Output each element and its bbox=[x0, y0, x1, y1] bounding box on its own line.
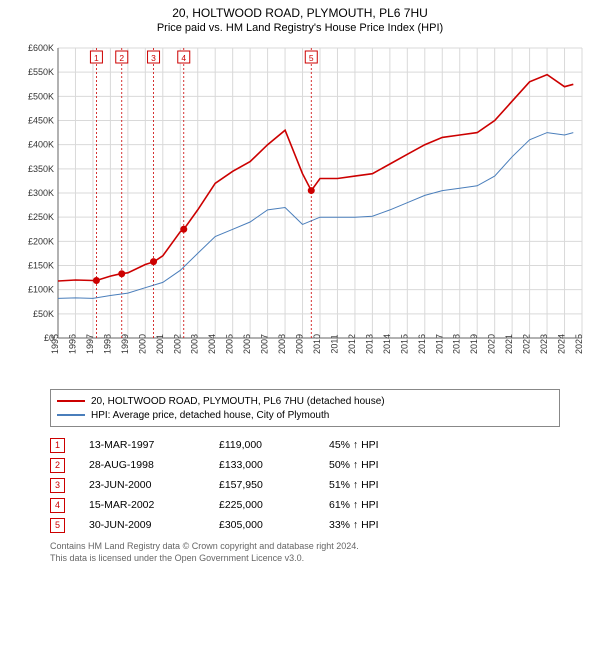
svg-text:2015: 2015 bbox=[399, 334, 409, 354]
legend: 20, HOLTWOOD ROAD, PLYMOUTH, PL6 7HU (de… bbox=[50, 389, 560, 427]
svg-text:2011: 2011 bbox=[329, 334, 339, 353]
svg-text:1996: 1996 bbox=[67, 334, 77, 354]
svg-text:2019: 2019 bbox=[469, 334, 479, 354]
svg-text:4: 4 bbox=[181, 53, 186, 63]
svg-text:2003: 2003 bbox=[190, 334, 200, 354]
svg-text:1998: 1998 bbox=[102, 334, 112, 354]
svg-text:2013: 2013 bbox=[364, 334, 374, 354]
svg-text:1: 1 bbox=[94, 53, 99, 63]
svg-text:£50K: £50K bbox=[33, 309, 54, 319]
svg-text:2014: 2014 bbox=[382, 334, 392, 354]
sale-price: £157,950 bbox=[219, 479, 329, 491]
sale-pct-vs-hpi: 50% ↑ HPI bbox=[329, 459, 449, 471]
svg-text:2007: 2007 bbox=[260, 334, 270, 354]
sale-price: £305,000 bbox=[219, 519, 329, 531]
sale-pct-vs-hpi: 33% ↑ HPI bbox=[329, 519, 449, 531]
page-title: 20, HOLTWOOD ROAD, PLYMOUTH, PL6 7HU bbox=[0, 0, 600, 20]
sale-pct-vs-hpi: 51% ↑ HPI bbox=[329, 479, 449, 491]
table-row: 2 28-AUG-1998£133,00050% ↑ HPI bbox=[50, 455, 560, 475]
footer-attribution: Contains HM Land Registry data © Crown c… bbox=[50, 541, 560, 564]
svg-text:2024: 2024 bbox=[557, 334, 567, 354]
sale-date: 28-AUG-1998 bbox=[89, 459, 219, 471]
svg-text:£350K: £350K bbox=[28, 164, 54, 174]
svg-text:2010: 2010 bbox=[312, 334, 322, 354]
svg-text:2022: 2022 bbox=[522, 334, 532, 354]
legend-label: HPI: Average price, detached house, City… bbox=[91, 410, 329, 421]
svg-text:2006: 2006 bbox=[242, 334, 252, 354]
table-row: 4 15-MAR-2002£225,00061% ↑ HPI bbox=[50, 495, 560, 515]
sale-date: 23-JUN-2000 bbox=[89, 479, 219, 491]
svg-text:1997: 1997 bbox=[85, 334, 95, 354]
svg-text:2004: 2004 bbox=[207, 334, 217, 354]
sale-date: 13-MAR-1997 bbox=[89, 439, 219, 451]
sale-date: 15-MAR-2002 bbox=[89, 499, 219, 511]
table-row: 5 30-JUN-2009£305,00033% ↑ HPI bbox=[50, 515, 560, 535]
svg-text:£450K: £450K bbox=[28, 116, 54, 126]
sale-date: 30-JUN-2009 bbox=[89, 519, 219, 531]
svg-text:2: 2 bbox=[119, 53, 124, 63]
svg-text:£600K: £600K bbox=[28, 43, 54, 53]
sale-index-box: 5 bbox=[50, 518, 65, 533]
svg-text:£100K: £100K bbox=[28, 285, 54, 295]
svg-text:2001: 2001 bbox=[155, 334, 165, 354]
sales-table: 1 13-MAR-1997£119,00045% ↑ HPI 2 28-AUG-199… bbox=[50, 435, 560, 535]
legend-swatch bbox=[57, 414, 85, 416]
svg-text:2009: 2009 bbox=[295, 334, 305, 354]
sale-index-box: 1 bbox=[50, 438, 65, 453]
svg-text:£400K: £400K bbox=[28, 140, 54, 150]
page-subtitle: Price paid vs. HM Land Registry's House … bbox=[0, 20, 600, 34]
svg-text:2017: 2017 bbox=[434, 334, 444, 354]
sale-price: £119,000 bbox=[219, 439, 329, 451]
legend-label: 20, HOLTWOOD ROAD, PLYMOUTH, PL6 7HU (de… bbox=[91, 396, 385, 407]
footer-line-2: This data is licensed under the Open Gov… bbox=[50, 553, 560, 565]
svg-text:2020: 2020 bbox=[487, 334, 497, 354]
svg-text:£300K: £300K bbox=[28, 188, 54, 198]
svg-text:3: 3 bbox=[151, 53, 156, 63]
svg-text:2023: 2023 bbox=[539, 334, 549, 354]
sale-pct-vs-hpi: 45% ↑ HPI bbox=[329, 439, 449, 451]
legend-item: HPI: Average price, detached house, City… bbox=[57, 408, 553, 422]
chart-svg: £0£50K£100K£150K£200K£250K£300K£350K£400… bbox=[10, 38, 590, 383]
table-row: 3 23-JUN-2000£157,95051% ↑ HPI bbox=[50, 475, 560, 495]
svg-text:£150K: £150K bbox=[28, 261, 54, 271]
svg-text:2000: 2000 bbox=[137, 334, 147, 354]
svg-text:2012: 2012 bbox=[347, 334, 357, 354]
svg-text:2016: 2016 bbox=[417, 334, 427, 354]
table-row: 1 13-MAR-1997£119,00045% ↑ HPI bbox=[50, 435, 560, 455]
svg-text:2025: 2025 bbox=[574, 334, 584, 354]
sale-price: £133,000 bbox=[219, 459, 329, 471]
svg-text:£500K: £500K bbox=[28, 91, 54, 101]
legend-swatch bbox=[57, 400, 85, 402]
sale-price: £225,000 bbox=[219, 499, 329, 511]
svg-text:5: 5 bbox=[309, 53, 314, 63]
footer-line-1: Contains HM Land Registry data © Crown c… bbox=[50, 541, 560, 553]
price-chart: £0£50K£100K£150K£200K£250K£300K£350K£400… bbox=[10, 38, 590, 383]
sale-index-box: 3 bbox=[50, 478, 65, 493]
svg-text:2008: 2008 bbox=[277, 334, 287, 354]
svg-text:2005: 2005 bbox=[225, 334, 235, 354]
svg-text:2002: 2002 bbox=[172, 334, 182, 354]
svg-text:2021: 2021 bbox=[504, 334, 514, 354]
sale-index-box: 4 bbox=[50, 498, 65, 513]
svg-text:£550K: £550K bbox=[28, 67, 54, 77]
sale-pct-vs-hpi: 61% ↑ HPI bbox=[329, 499, 449, 511]
svg-text:£250K: £250K bbox=[28, 212, 54, 222]
svg-text:2018: 2018 bbox=[452, 334, 462, 354]
svg-text:£200K: £200K bbox=[28, 236, 54, 246]
legend-item: 20, HOLTWOOD ROAD, PLYMOUTH, PL6 7HU (de… bbox=[57, 394, 553, 408]
sale-index-box: 2 bbox=[50, 458, 65, 473]
